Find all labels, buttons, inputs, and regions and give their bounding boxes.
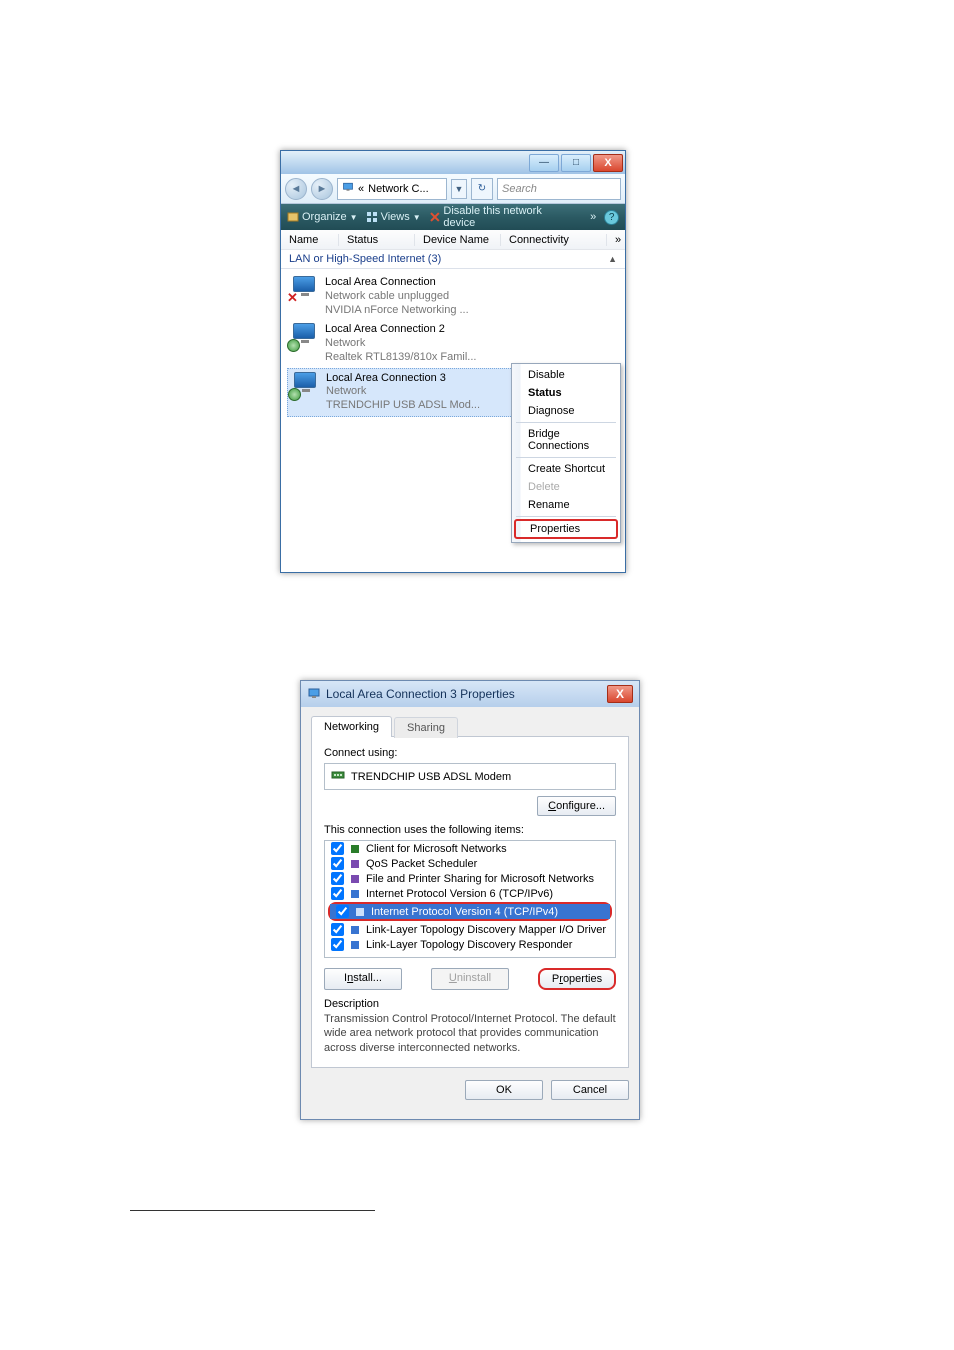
search-input[interactable]: Search: [497, 178, 621, 200]
list-item[interactable]: File and Printer Sharing for Microsoft N…: [325, 871, 615, 886]
col-device: Device Name: [415, 234, 501, 246]
address-dropdown[interactable]: ▼: [451, 179, 467, 199]
context-menu: Disable Status Diagnose Bridge Connectio…: [511, 363, 621, 543]
ctx-separator: [516, 516, 616, 517]
uninstall-button: Uninstall: [431, 968, 509, 990]
organize-button[interactable]: Organize ▼: [287, 211, 358, 223]
network-connections-window: — □ X ◄ ► « Network C... ▼ ↻ Search Orga…: [280, 150, 626, 573]
network-icon: [342, 181, 354, 196]
ctx-bridge[interactable]: Bridge Connections: [512, 425, 620, 455]
connect-using-label: Connect using:: [324, 747, 616, 759]
back-button[interactable]: ◄: [285, 178, 307, 200]
networking-panel: Connect using: TRENDCHIP USB ADSL Modem …: [311, 737, 629, 1068]
adapter-name: TRENDCHIP USB ADSL Modem: [351, 771, 511, 783]
configure-button[interactable]: Configure...: [537, 796, 616, 816]
item-checkbox[interactable]: [331, 923, 344, 936]
minimize-button[interactable]: —: [529, 154, 559, 172]
ctx-status[interactable]: Status: [512, 384, 620, 402]
views-button[interactable]: Views ▼: [366, 211, 421, 223]
list-item[interactable]: QoS Packet Scheduler: [325, 856, 615, 871]
highlighted-item-frame: Internet Protocol Version 4 (TCP/IPv4): [328, 902, 612, 921]
item-checkbox[interactable]: [331, 857, 344, 870]
refresh-button[interactable]: ↻: [471, 178, 493, 200]
tab-networking[interactable]: Networking: [311, 716, 392, 737]
items-listbox[interactable]: Client for Microsoft Networks QoS Packet…: [324, 840, 616, 958]
help-icon[interactable]: ?: [604, 210, 619, 225]
toolbar-overflow[interactable]: »: [590, 211, 596, 223]
ctx-separator: [516, 457, 616, 458]
item-checkbox[interactable]: [331, 872, 344, 885]
connection-icon: [290, 372, 320, 402]
ctx-rename[interactable]: Rename: [512, 496, 620, 514]
ok-button[interactable]: OK: [465, 1080, 543, 1100]
list-item[interactable]: Link-Layer Topology Discovery Responder: [325, 937, 615, 952]
search-placeholder: Search: [502, 183, 537, 195]
collapse-icon[interactable]: ▲: [608, 254, 617, 264]
group-header[interactable]: LAN or High-Speed Internet (3) ▲: [281, 250, 625, 269]
description-text: Transmission Control Protocol/Internet P…: [324, 1012, 616, 1055]
command-bar: Organize ▼ Views ▼ Disable this network …: [281, 204, 625, 230]
close-button[interactable]: X: [593, 154, 623, 172]
items-label: This connection uses the following items…: [324, 824, 616, 836]
adapter-field: TRENDCHIP USB ADSL Modem: [324, 763, 616, 790]
address-bar[interactable]: « Network C...: [337, 178, 447, 200]
ctx-properties[interactable]: Properties: [514, 519, 618, 539]
cancel-button[interactable]: Cancel: [551, 1080, 629, 1100]
list-item[interactable]: Link-Layer Topology Discovery Mapper I/O…: [325, 922, 615, 937]
connection-properties-dialog: Local Area Connection 3 Properties X Net…: [300, 680, 640, 1120]
ctx-diagnose[interactable]: Diagnose: [512, 402, 620, 420]
forward-button[interactable]: ►: [311, 178, 333, 200]
description-block: Description Transmission Control Protoco…: [324, 998, 616, 1055]
connection-item[interactable]: ✕ Local Area Connection Network cable un…: [287, 273, 619, 320]
breadcrumb: Network C...: [368, 183, 429, 195]
nav-bar: ◄ ► « Network C... ▼ ↻ Search: [281, 174, 625, 204]
item-checkbox[interactable]: [331, 887, 344, 900]
list-item-selected[interactable]: Internet Protocol Version 4 (TCP/IPv4): [330, 904, 610, 919]
ctx-disable[interactable]: Disable: [512, 366, 620, 384]
tab-sharing[interactable]: Sharing: [394, 717, 458, 738]
network-icon: [307, 687, 321, 701]
item-checkbox[interactable]: [336, 905, 349, 918]
col-overflow: »: [607, 234, 625, 246]
titlebar: — □ X: [281, 151, 625, 174]
maximize-button[interactable]: □: [561, 154, 591, 172]
list-item[interactable]: Client for Microsoft Networks: [325, 841, 615, 856]
item-checkbox[interactable]: [331, 938, 344, 951]
list-item[interactable]: Internet Protocol Version 6 (TCP/IPv6): [325, 886, 615, 901]
disable-device-button[interactable]: Disable this network device: [429, 205, 574, 229]
column-headers[interactable]: Name Status Device Name Connectivity »: [281, 230, 625, 250]
ctx-separator: [516, 422, 616, 423]
ctx-shortcut[interactable]: Create Shortcut: [512, 460, 620, 478]
dialog-title: Local Area Connection 3 Properties: [326, 687, 515, 701]
col-name: Name: [281, 234, 339, 246]
breadcrumb-prefix: «: [358, 183, 364, 195]
connection-icon: [289, 323, 319, 353]
adapter-icon: [331, 768, 345, 785]
install-button[interactable]: Install...: [324, 968, 402, 990]
tab-bar: Networking Sharing: [311, 715, 629, 737]
connection-icon: ✕: [289, 276, 319, 306]
col-status: Status: [339, 234, 415, 246]
dialog-titlebar: Local Area Connection 3 Properties X: [301, 681, 639, 707]
footnote-rule: [130, 1210, 375, 1211]
item-checkbox[interactable]: [331, 842, 344, 855]
ctx-delete: Delete: [512, 478, 620, 496]
col-connectivity: Connectivity: [501, 234, 607, 246]
dialog-close-button[interactable]: X: [607, 685, 633, 703]
item-properties-button[interactable]: Properties: [538, 968, 616, 990]
description-heading: Description: [324, 998, 616, 1010]
connection-item[interactable]: Local Area Connection 2 Network Realtek …: [287, 320, 619, 367]
